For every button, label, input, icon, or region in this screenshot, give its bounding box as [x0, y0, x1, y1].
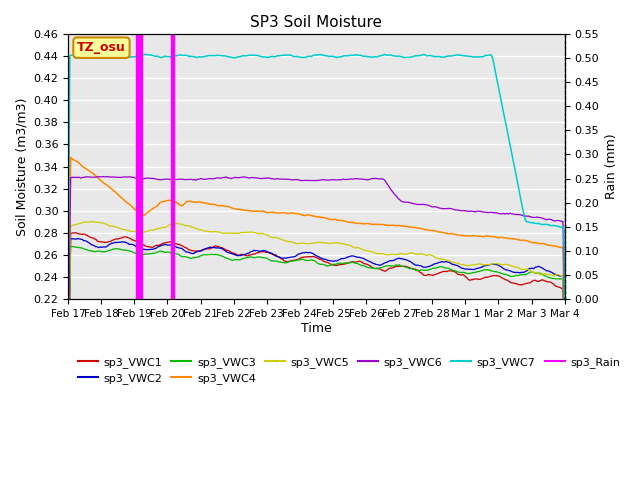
Y-axis label: Soil Moisture (m3/m3): Soil Moisture (m3/m3): [15, 97, 28, 236]
X-axis label: Time: Time: [301, 322, 332, 335]
Y-axis label: Rain (mm): Rain (mm): [605, 134, 618, 199]
Title: SP3 Soil Moisture: SP3 Soil Moisture: [250, 15, 383, 30]
Legend: sp3_VWC1, sp3_VWC2, sp3_VWC3, sp3_VWC4, sp3_VWC5, sp3_VWC6, sp3_VWC7, sp3_Rain: sp3_VWC1, sp3_VWC2, sp3_VWC3, sp3_VWC4, …: [74, 352, 625, 389]
Text: TZ_osu: TZ_osu: [77, 41, 126, 54]
